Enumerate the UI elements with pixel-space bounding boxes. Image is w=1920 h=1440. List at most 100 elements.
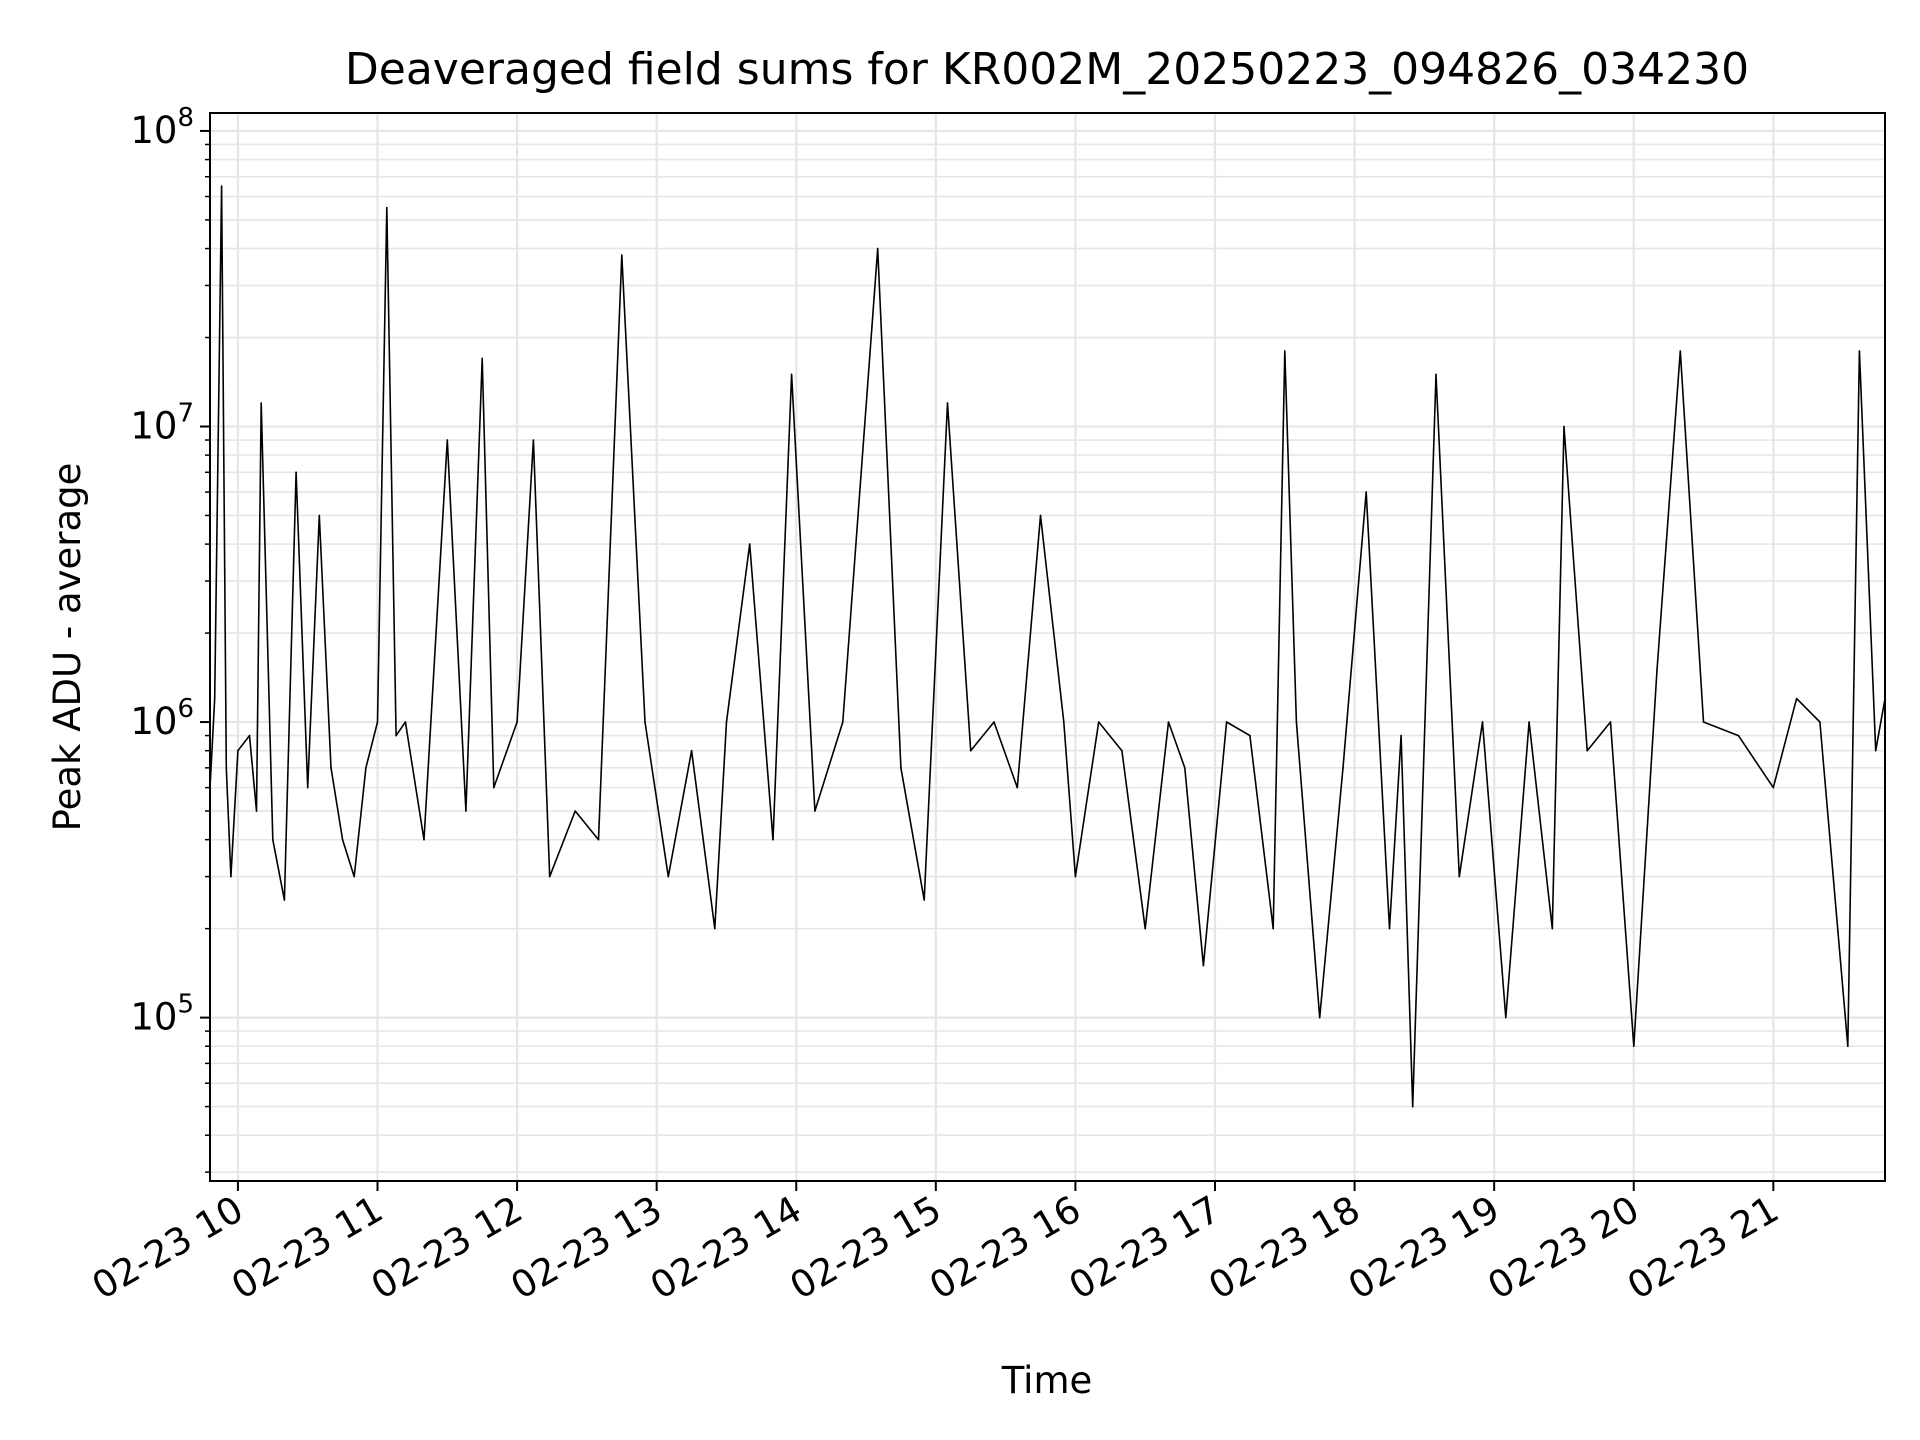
data-point [1551, 927, 1554, 930]
data-point [1225, 721, 1228, 723]
data-point [993, 721, 995, 723]
data-point [493, 786, 495, 789]
data-point [255, 810, 258, 812]
data-point [1679, 350, 1682, 352]
data-point [1167, 721, 1170, 723]
data-point [714, 927, 716, 930]
data-point [395, 734, 397, 737]
data-point [1737, 734, 1740, 737]
data-point [260, 402, 262, 404]
data-point [532, 439, 535, 441]
data-point [272, 838, 274, 841]
data-point [481, 357, 483, 360]
data-point [690, 749, 693, 752]
x-axis-label: Time [1001, 1359, 1093, 1402]
data-point [1481, 721, 1484, 723]
data-point [341, 838, 344, 841]
data-point [597, 838, 600, 841]
data-point [330, 767, 332, 769]
grid [210, 113, 1885, 1181]
y-tick-label: 105 [130, 990, 194, 1039]
data-point [1074, 875, 1077, 878]
data-point [900, 767, 902, 769]
data-point [923, 899, 926, 901]
axis-ticks [200, 129, 1775, 1191]
plot-frame [209, 112, 1886, 1182]
data-point [1295, 721, 1298, 723]
y-axis-label: Peak ADU - average [46, 463, 89, 832]
data-point [946, 402, 949, 404]
data-point [574, 810, 577, 812]
data-point [1609, 721, 1612, 723]
data-point [1795, 697, 1798, 700]
data-point [814, 810, 816, 812]
data-point [667, 875, 670, 878]
data-point [1563, 425, 1565, 428]
y-tick-label: 107 [130, 398, 194, 447]
data-point [446, 439, 449, 441]
data-point [237, 749, 239, 752]
chart-title: Deaveraged field sums for KR002M_2025022… [345, 44, 1749, 95]
data-point [1819, 721, 1821, 723]
data-point [404, 721, 407, 723]
data-point [1874, 749, 1877, 752]
data-point [1039, 514, 1042, 517]
data-point [230, 875, 232, 878]
data-point [1016, 786, 1019, 789]
data-point [465, 810, 467, 812]
data-point [1097, 721, 1100, 723]
data-point [1702, 721, 1705, 723]
y-tick-label: 108 [130, 103, 194, 152]
data-point [725, 721, 728, 723]
data-point [1283, 350, 1286, 352]
data-point [969, 749, 972, 752]
data-point [306, 786, 309, 789]
data-point [353, 875, 356, 878]
data-point [1121, 749, 1123, 752]
data-point [1656, 669, 1658, 671]
series-layer [209, 185, 1886, 1108]
data-point [225, 767, 228, 769]
data-point [772, 838, 774, 841]
data-point [376, 721, 379, 723]
data-point [548, 875, 551, 878]
data-point [1272, 927, 1274, 930]
data-point [1504, 1016, 1507, 1019]
data-point [1411, 1105, 1414, 1108]
y-tick-label: 106 [130, 694, 194, 743]
data-point [365, 767, 367, 769]
data-point [841, 721, 844, 723]
data-point [386, 206, 388, 209]
data-point [1062, 721, 1065, 723]
data-point [1528, 721, 1530, 723]
data-point [1458, 875, 1461, 878]
data-point [1435, 373, 1437, 376]
data-point [1365, 491, 1368, 493]
data-point [620, 254, 623, 256]
data-point [1846, 1045, 1849, 1048]
data-point [1318, 1016, 1321, 1019]
data-point [748, 543, 751, 545]
data-point [1400, 734, 1402, 737]
data-point [1632, 1045, 1635, 1048]
data-point [1183, 767, 1186, 769]
data-point [220, 185, 223, 188]
data-point [1388, 927, 1391, 930]
data-point [1858, 350, 1861, 352]
data-point [644, 721, 646, 723]
data-point [248, 734, 251, 737]
data-point [516, 721, 518, 723]
data-point [1202, 964, 1205, 967]
data-point [318, 514, 321, 517]
data-point [423, 838, 425, 841]
data-point [1249, 734, 1251, 737]
data-point [283, 899, 286, 901]
data-point [295, 471, 297, 474]
data-point [876, 247, 879, 250]
data-point [213, 697, 216, 700]
data-point [1144, 927, 1147, 930]
data-point [1342, 767, 1344, 769]
